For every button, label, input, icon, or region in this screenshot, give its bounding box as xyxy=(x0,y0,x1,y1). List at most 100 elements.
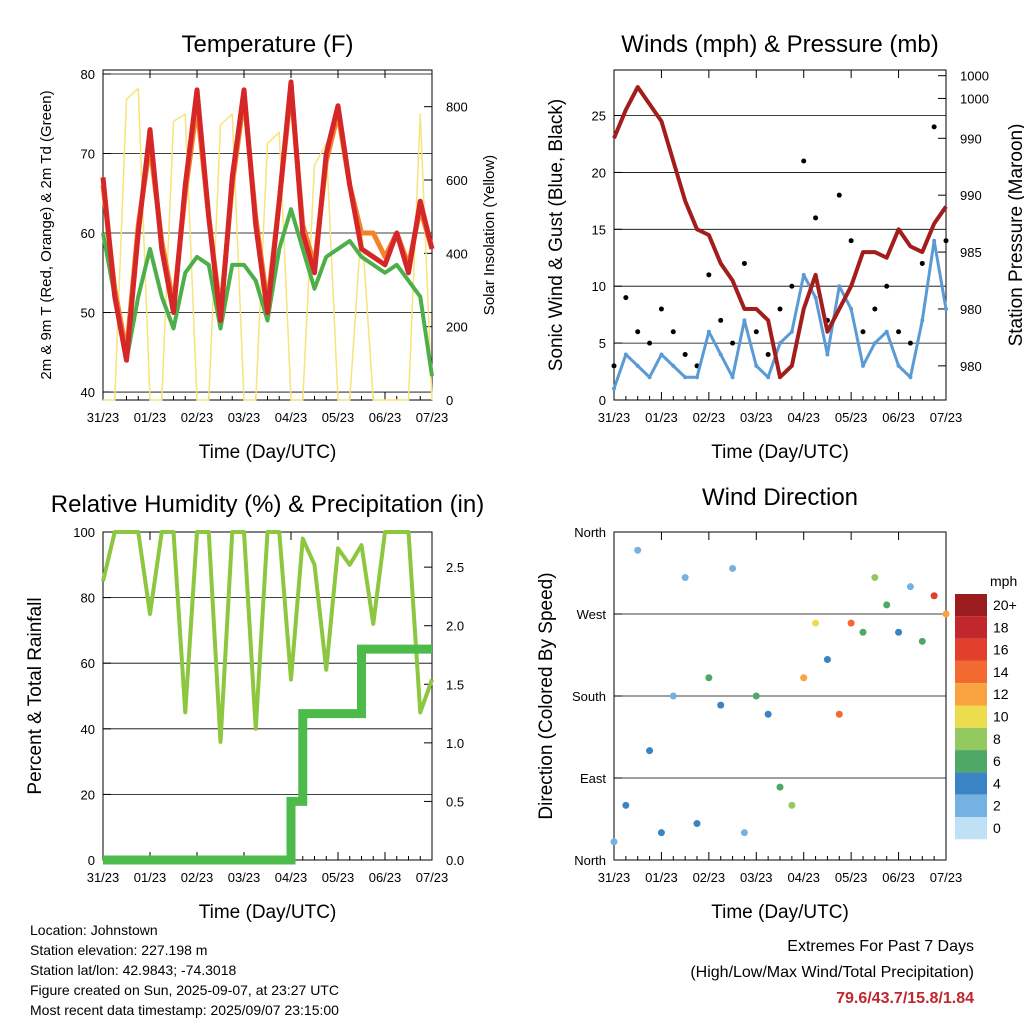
footer-elevation: Station elevation: 227.198 m xyxy=(30,942,208,958)
legend-swatch xyxy=(955,660,987,684)
y2-tick-label-1: 990 xyxy=(960,131,982,146)
gust-point xyxy=(741,260,747,266)
direction-point xyxy=(776,783,784,791)
y2-tick-label-2: 0.0 xyxy=(446,853,464,868)
x-tick-label-0: 05/23 xyxy=(322,410,355,425)
wind-point xyxy=(813,295,818,300)
x-tick-label-1: 31/23 xyxy=(598,410,631,425)
x-tick-label-2: 01/23 xyxy=(134,870,167,885)
y-tick-label-0: 50 xyxy=(81,306,95,321)
x-tick-label-3: 03/23 xyxy=(740,870,773,885)
wind-point xyxy=(801,272,806,277)
y-tick-label-2: 100 xyxy=(73,525,95,540)
wind-point xyxy=(635,363,640,368)
x-tick-label-2: 02/23 xyxy=(181,870,214,885)
y2-tick-label-1: 990 xyxy=(960,188,982,203)
wind-point xyxy=(612,386,616,391)
plot-frame-2 xyxy=(102,531,433,861)
x-tick-label-3: 31/23 xyxy=(598,870,631,885)
legend-label: 4 xyxy=(993,775,1001,791)
y-axis-label-2: Percent & Total Rainfall xyxy=(25,597,46,794)
x-tick-label-1: 06/23 xyxy=(882,410,915,425)
direction-point xyxy=(895,628,903,636)
x-tick-label-2: 04/23 xyxy=(275,870,308,885)
x-tick-label-1: 07/23 xyxy=(930,410,963,425)
wind-point xyxy=(718,352,723,357)
gust-point xyxy=(611,363,617,369)
y-tick-label-2: 0 xyxy=(88,853,95,868)
x-tick-label-2: 03/23 xyxy=(228,870,261,885)
direction-point xyxy=(634,546,642,554)
gust-point xyxy=(706,272,712,278)
direction-point xyxy=(883,601,891,609)
y-tick-label-3: North xyxy=(574,525,606,540)
x-axis-label-2: Time (Day/UTC) xyxy=(199,902,337,923)
y2-axis-label-0: Solar Insolation (Yellow) xyxy=(481,155,498,315)
y-tick-label-0: 70 xyxy=(81,146,95,161)
extremes-title: Extremes For Past 7 Days xyxy=(787,938,974,955)
chart-title-1: Winds (mph) & Pressure (mb) xyxy=(621,31,938,58)
wind-point xyxy=(789,329,794,334)
direction-point xyxy=(740,829,748,837)
legend-label: 20+ xyxy=(993,597,1017,613)
gust-point xyxy=(718,317,724,323)
legend-label: 8 xyxy=(993,731,1001,747)
x-tick-label-0: 31/23 xyxy=(87,410,120,425)
extremes-values: 79.6/43.7/15.8/1.84 xyxy=(836,990,974,1007)
wind-point xyxy=(884,329,889,334)
y-tick-label-0: 60 xyxy=(81,226,95,241)
y-tick-label-1: 20 xyxy=(592,165,606,180)
gust-point xyxy=(896,329,902,335)
direction-point xyxy=(622,801,630,809)
wind-point xyxy=(944,306,948,311)
gust-point xyxy=(813,215,819,221)
y-axis-label-3: Direction (Colored By Speed) xyxy=(536,572,557,819)
x-tick-label-3: 02/23 xyxy=(693,870,726,885)
legend-label: 10 xyxy=(993,709,1009,725)
gust-point xyxy=(753,329,759,335)
y2-tick-label-1: 980 xyxy=(960,359,982,374)
x-tick-label-2: 05/23 xyxy=(322,870,355,885)
x-axis-label-3: Time (Day/UTC) xyxy=(711,902,849,923)
y2-tick-label-0: 200 xyxy=(446,320,468,335)
wind-point xyxy=(872,341,877,346)
gust-point xyxy=(907,340,913,346)
x-tick-label-0: 06/23 xyxy=(369,410,402,425)
y-tick-label-1: 15 xyxy=(592,222,606,237)
x-axis-label-0: Time (Day/UTC) xyxy=(199,442,337,463)
gust-point xyxy=(789,283,795,289)
direction-point xyxy=(906,583,914,591)
footer-location: Location: Johnstown xyxy=(30,922,158,938)
x-tick-label-1: 02/23 xyxy=(693,410,726,425)
gust-point xyxy=(623,295,629,301)
wind-point xyxy=(695,375,699,380)
y-axis-label-1: Sonic Wind & Gust (Blue, Black) xyxy=(546,99,567,371)
y-tick-label-2: 40 xyxy=(81,722,95,737)
y2-tick-label-0: 600 xyxy=(446,173,468,188)
gust-point xyxy=(765,351,771,357)
x-tick-label-0: 01/23 xyxy=(134,410,167,425)
gust-point xyxy=(635,329,641,335)
gust-point xyxy=(682,351,688,357)
legend-swatch xyxy=(955,772,987,795)
gust-point xyxy=(931,124,937,130)
direction-point xyxy=(942,610,950,618)
y2-tick-label-0: 800 xyxy=(446,100,468,115)
direction-point xyxy=(657,829,665,837)
direction-point xyxy=(859,628,867,636)
x-tick-label-2: 31/23 xyxy=(87,870,120,885)
direction-point xyxy=(705,674,713,682)
legend-label: 14 xyxy=(993,664,1009,680)
y2-tick-label-1: 980 xyxy=(960,302,982,317)
y-tick-label-2: 80 xyxy=(81,591,95,606)
y2-tick-label-2: 1.0 xyxy=(446,736,464,751)
legend-swatch xyxy=(955,594,987,617)
direction-point xyxy=(835,710,843,718)
legend-title: mph xyxy=(990,573,1017,589)
wind-point xyxy=(623,352,628,357)
gust-point xyxy=(943,238,949,244)
x-tick-label-2: 07/23 xyxy=(416,870,449,885)
wind-point xyxy=(742,318,747,323)
x-tick-label-3: 01/23 xyxy=(645,870,678,885)
y-tick-label-3: East xyxy=(580,771,606,786)
